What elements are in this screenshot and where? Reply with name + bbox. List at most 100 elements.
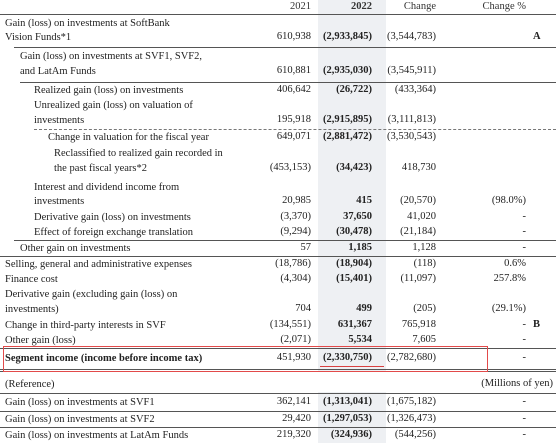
row-label-continued: investments xyxy=(34,115,85,126)
row-label: Gain (loss) on investments at SVF1, SVF2… xyxy=(20,51,203,62)
value-2021: 610,881 xyxy=(276,65,311,76)
row-label-continued: Vision Funds*1 xyxy=(5,32,72,43)
value-change: (21,184) xyxy=(400,226,436,237)
value-2022: (2,330,750) xyxy=(323,352,372,363)
row-label: Realized gain (loss) on investments xyxy=(34,85,184,96)
row-rule xyxy=(0,427,556,428)
value-change: (20,570) xyxy=(400,195,436,206)
value-2021: (3,370) xyxy=(280,211,311,222)
unit-label: (Millions of yen) xyxy=(481,378,553,389)
value-2021: 406,642 xyxy=(276,84,311,95)
value-2022: (324,936) xyxy=(330,429,372,440)
row-rule xyxy=(14,47,556,48)
value-change: (205) xyxy=(413,303,436,314)
value-change: 765,918 xyxy=(401,319,436,330)
reference-row: Gain (loss) on investments at LatAm Fund… xyxy=(0,428,556,443)
value-change-pct: 257.8% xyxy=(493,273,526,284)
row-label-continued: investments) xyxy=(5,304,59,315)
value-change-pct: - xyxy=(522,334,527,345)
value-change: (1,326,473) xyxy=(387,413,436,424)
value-change: (3,544,783) xyxy=(387,31,436,42)
row-label: Other gain on investments xyxy=(20,243,131,254)
row-label: Effect of foreign exchange translation xyxy=(34,227,193,238)
table-row: Derivative gain (loss) on investments (3… xyxy=(0,210,556,225)
value-2022: (2,933,845) xyxy=(323,31,372,42)
value-change-pct: - xyxy=(522,396,527,407)
row-mark: B xyxy=(533,319,541,330)
value-2021: 57 xyxy=(300,242,312,253)
table-row: Gain (loss) on investments at SoftBank V… xyxy=(0,15,556,47)
value-change: 41,020 xyxy=(407,211,436,222)
value-change-pct: - xyxy=(522,211,527,222)
reference-top-rule xyxy=(0,393,556,394)
value-change: (118) xyxy=(413,258,436,269)
row-label: Derivative gain (excluding gain (loss) o… xyxy=(5,289,178,300)
value-2021: 219,320 xyxy=(276,429,311,440)
value-2021: (9,294) xyxy=(280,226,311,237)
value-2021: (4,304) xyxy=(280,273,311,284)
header-rule xyxy=(0,14,556,15)
header-change: Change xyxy=(403,1,436,12)
row-label: Gain (loss) on investments at SVF1 xyxy=(5,397,155,408)
value-2021: (134,551) xyxy=(269,319,311,330)
row-label: Gain (loss) on investments at SVF2 xyxy=(5,414,155,425)
value-change-pct: (98.0%) xyxy=(491,195,526,206)
value-2022: (2,915,895) xyxy=(323,114,372,125)
value-2021: 20,985 xyxy=(282,195,311,206)
header-2021: 2021 xyxy=(290,1,311,12)
header-2022: 2022 xyxy=(351,1,372,12)
value-2022: 415 xyxy=(356,195,372,206)
table-row: Realized gain (loss) on investments 406,… xyxy=(0,83,556,98)
value-change-pct: (29.1%) xyxy=(491,303,526,314)
row-rule xyxy=(20,82,556,83)
value-change: (1,675,182) xyxy=(387,396,436,407)
row-label: Finance cost xyxy=(5,274,58,285)
value-change: (11,097) xyxy=(400,273,436,284)
row-mark: A xyxy=(533,31,541,42)
value-change-pct: - xyxy=(522,429,527,440)
row-rule xyxy=(0,411,556,412)
row-label: Gain (loss) on investments at SoftBank xyxy=(5,18,170,29)
value-change: (433,364) xyxy=(394,84,436,95)
table-row: Selling, general and administrative expe… xyxy=(0,257,556,272)
value-change: (3,530,543) xyxy=(387,131,436,142)
table-row: Effect of foreign exchange translation (… xyxy=(0,225,556,240)
value-2022: (15,401) xyxy=(336,273,372,284)
value-2022: 631,367 xyxy=(337,319,372,330)
row-label-continued: and LatAm Funds xyxy=(20,66,96,77)
row-label-continued: the past fiscal years*2 xyxy=(54,163,148,174)
value-2022: (34,423) xyxy=(336,162,372,173)
segment-income-row: Segment income (income before income tax… xyxy=(0,350,556,368)
value-2022: (1,297,053) xyxy=(323,413,372,424)
segment-income-highlight xyxy=(3,346,488,372)
value-2022: (2,935,030) xyxy=(323,65,372,76)
value-2021: (453,153) xyxy=(269,162,311,173)
reference-row: Gain (loss) on investments at SVF1 362,1… xyxy=(0,395,556,410)
reference-label: (Reference) xyxy=(5,379,55,390)
value-2022: (1,313,041) xyxy=(323,396,372,407)
column-2022-shading-reference xyxy=(318,392,386,443)
value-2022: 1,185 xyxy=(348,242,372,253)
value-2022: (26,722) xyxy=(336,84,372,95)
value-2021: 195,918 xyxy=(276,114,311,125)
value-2021: 610,938 xyxy=(276,31,311,42)
value-change: (544,256) xyxy=(394,429,436,440)
value-2022: 37,650 xyxy=(343,211,372,222)
row-rule xyxy=(0,348,556,349)
table-row: Other gain (loss) (2,071) 5,534 7,605 - xyxy=(0,333,556,348)
row-label: Segment income (income before income tax… xyxy=(5,353,203,364)
value-2021: 704 xyxy=(295,303,311,314)
column-2022-shading xyxy=(318,0,386,372)
row-label: Other gain (loss) xyxy=(5,335,76,346)
table-bottom-rule xyxy=(0,369,556,370)
value-change-pct: - xyxy=(522,226,527,237)
value-change: (3,111,813) xyxy=(387,114,436,125)
value-2022-underline xyxy=(320,366,384,367)
table-row: Reclassified to realized gain recorded i… xyxy=(0,146,556,179)
value-change-pct: - xyxy=(522,242,527,253)
row-label: Gain (loss) on investments at LatAm Fund… xyxy=(5,430,189,441)
value-change: (2,782,680) xyxy=(387,352,436,363)
row-label: Change in valuation for the fiscal year xyxy=(48,132,209,143)
table-row: Interest and dividend income from invest… xyxy=(0,180,556,210)
value-2021: (18,786) xyxy=(275,258,311,269)
